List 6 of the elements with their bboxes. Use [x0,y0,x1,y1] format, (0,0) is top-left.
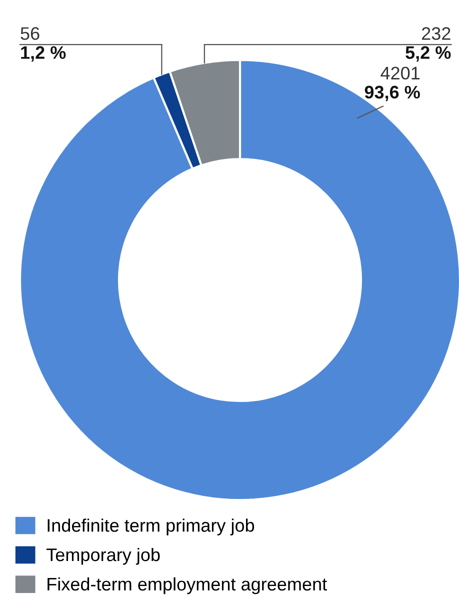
data-label: 232 5,2 % [406,27,451,62]
legend-label: Temporary job [46,548,160,565]
legend-label: Fixed-term employment agreement [48,577,327,594]
legend-label: Indefinite term primary job [48,518,254,536]
data-label: 4201 93,6 % [364,66,420,102]
data-label: 56 1,2 % [20,27,66,62]
